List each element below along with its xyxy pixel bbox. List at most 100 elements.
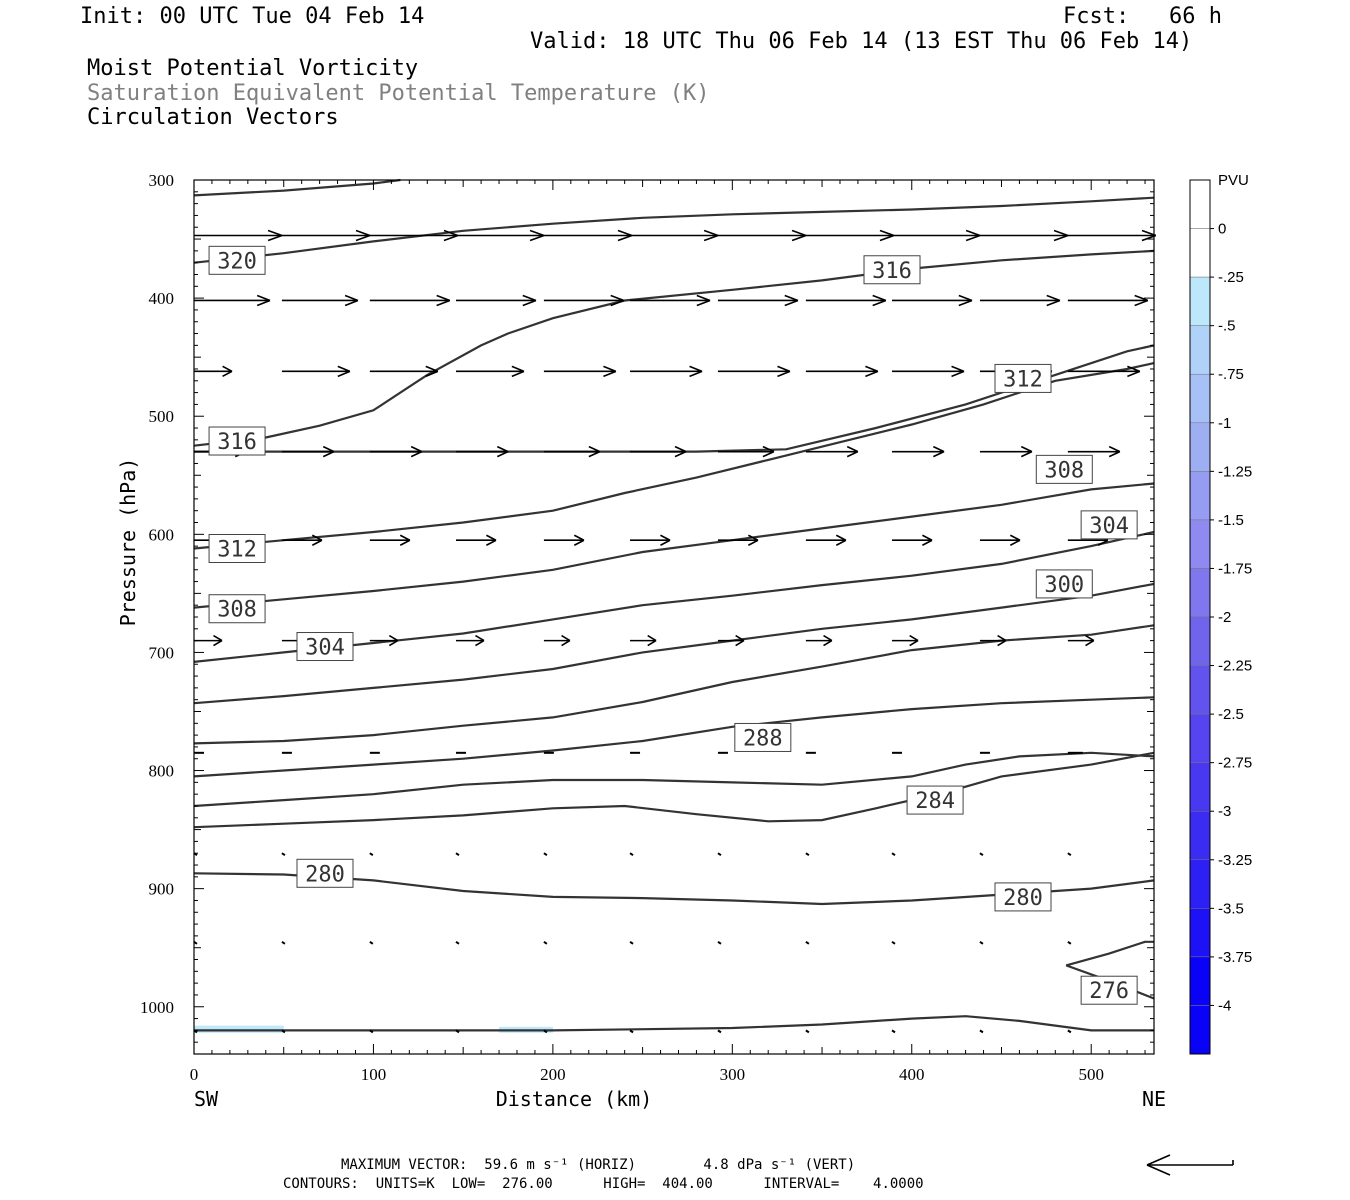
circulation-vector-head xyxy=(344,294,359,307)
contour-line-288 xyxy=(193,624,1155,745)
colorbar-swatch xyxy=(1189,422,1211,472)
colorbar-swatch xyxy=(1189,859,1211,909)
colorbar-label: -2.5 xyxy=(1218,706,1244,723)
circulation-vector-stub xyxy=(281,852,286,857)
circulation-vector-stub xyxy=(369,852,374,857)
circulation-vector-head xyxy=(1108,445,1121,458)
circulation-vector-head xyxy=(337,365,351,378)
x-tick-label: 500 xyxy=(1078,1065,1104,1084)
contour-label-box xyxy=(734,722,792,752)
contour-label-box xyxy=(906,785,964,815)
circulation-vector-head xyxy=(762,445,775,458)
colorbar-swatch xyxy=(1189,228,1211,278)
contour-label-box xyxy=(296,858,354,888)
x-end-label-left: SW xyxy=(194,1087,219,1111)
circulation-vector-stub xyxy=(717,940,722,945)
y-tick-label: 300 xyxy=(149,171,175,190)
colorbar-swatch xyxy=(1189,810,1211,861)
contour-labels: 320 316 316 312 312 308 308 304 304 300 288 284 280 2… xyxy=(208,245,1138,1005)
x-axis-label: Distance (km) xyxy=(496,1087,653,1111)
circulation-vector-head xyxy=(573,534,585,546)
circulation-vector-stub xyxy=(543,940,548,945)
contour-line-316 xyxy=(193,196,1155,264)
contour-label-304: 304 xyxy=(305,636,345,661)
circulation-vector-head xyxy=(922,534,933,546)
contour-label-284: 284 xyxy=(915,789,955,814)
y-tick-label: 800 xyxy=(149,762,175,781)
circulation-vector-head xyxy=(1085,634,1095,647)
init-time: Init: 00 UTC Tue 04 Feb 14 xyxy=(80,4,425,29)
field-title-theta-es: Saturation Equivalent Potential Temperat… xyxy=(87,81,710,106)
x-end-label-right: NE xyxy=(1142,1087,1166,1111)
contour-info: CONTOURS: UNITS=K LOW= 276.00 HIGH= 404.… xyxy=(283,1176,924,1192)
circulation-vector-head xyxy=(475,634,485,647)
circulation-vector-head xyxy=(511,365,525,378)
circulation-vector-head xyxy=(846,445,859,458)
colorbar-label: -3.75 xyxy=(1218,949,1252,966)
circulation-vector-stub xyxy=(979,940,984,945)
colorbar-label: -4 xyxy=(1218,997,1231,1014)
colorbar-swatch xyxy=(1189,665,1211,715)
circulation-vector-head xyxy=(213,634,223,647)
circulation-vector-head xyxy=(747,534,759,546)
colorbar-swatch xyxy=(1189,519,1211,569)
circulation-vector-stub xyxy=(543,1029,548,1034)
circulation-vector-head xyxy=(522,294,537,307)
circulation-vector-stub xyxy=(455,940,460,945)
contour-label-300: 300 xyxy=(1044,573,1084,598)
colorbar-swatch xyxy=(1189,616,1211,666)
circulation-vector-stub xyxy=(629,940,634,945)
contour-line-320 xyxy=(193,178,401,197)
y-tick-label: 1000 xyxy=(140,998,174,1017)
circulation-vector-head xyxy=(443,229,459,242)
contour-label-box xyxy=(208,533,266,563)
circulation-vector-head xyxy=(617,229,633,242)
plot-axes: 0 100 200 300 400 500 300 400 500 600 700 800 900 100… xyxy=(116,171,1166,1111)
contour-label-308: 308 xyxy=(217,598,257,623)
circulation-vector-stub xyxy=(455,852,460,857)
circulation-vector-head xyxy=(1134,294,1149,307)
circulation-vector-head xyxy=(256,294,271,307)
circulation-vector-head xyxy=(951,365,965,378)
contour-label-312: 312 xyxy=(217,537,257,562)
contour-label-box xyxy=(296,632,354,662)
colorbar-label: -1 xyxy=(1218,415,1231,432)
colorbar-swatch xyxy=(1189,471,1211,521)
circulation-vector-head xyxy=(355,229,371,242)
contour-label-box xyxy=(208,245,266,275)
circulation-vector-head xyxy=(784,294,799,307)
circulation-vector-head xyxy=(1127,365,1141,378)
circulation-vector-head xyxy=(997,634,1007,647)
circulation-vector-stub xyxy=(805,1029,810,1034)
contour-line-292 xyxy=(193,582,1155,705)
colorbar-swatch xyxy=(1189,325,1211,375)
contour-label-320: 320 xyxy=(217,249,257,274)
contour-label-box xyxy=(1080,510,1138,540)
x-tick-label: 400 xyxy=(899,1065,925,1084)
y-tick-label: 600 xyxy=(149,525,175,544)
circulation-vector-head xyxy=(879,229,895,242)
circulation-vector-head xyxy=(561,634,571,647)
colorbar-label: -1.25 xyxy=(1218,463,1252,480)
contour-line-300 xyxy=(193,482,1155,609)
circulation-vector-head xyxy=(388,634,399,647)
circulation-vector-head xyxy=(436,294,451,307)
x-tick-label: 200 xyxy=(540,1065,566,1084)
colorbar-swatch xyxy=(1189,373,1211,424)
contour-label-280: 280 xyxy=(305,862,345,887)
circulation-vector-head xyxy=(322,445,335,458)
circulation-vector-head xyxy=(1046,294,1061,307)
colorbar-label: -2.25 xyxy=(1218,658,1252,675)
circulation-vector-head xyxy=(932,445,945,458)
contour-line-308 xyxy=(194,344,1155,453)
circulation-vector-stub xyxy=(455,1029,460,1034)
contour-line-280 xyxy=(193,751,1155,808)
circulation-vector-head xyxy=(311,534,323,546)
field-title-mpv: Moist Potential Vorticity xyxy=(87,56,419,81)
circulation-vector-stub xyxy=(1067,940,1072,945)
colorbar-label: -3 xyxy=(1218,803,1231,820)
contour-label-box xyxy=(1080,975,1138,1005)
colorbar-swatch xyxy=(1189,1005,1211,1055)
circulation-vector-head xyxy=(735,634,745,647)
